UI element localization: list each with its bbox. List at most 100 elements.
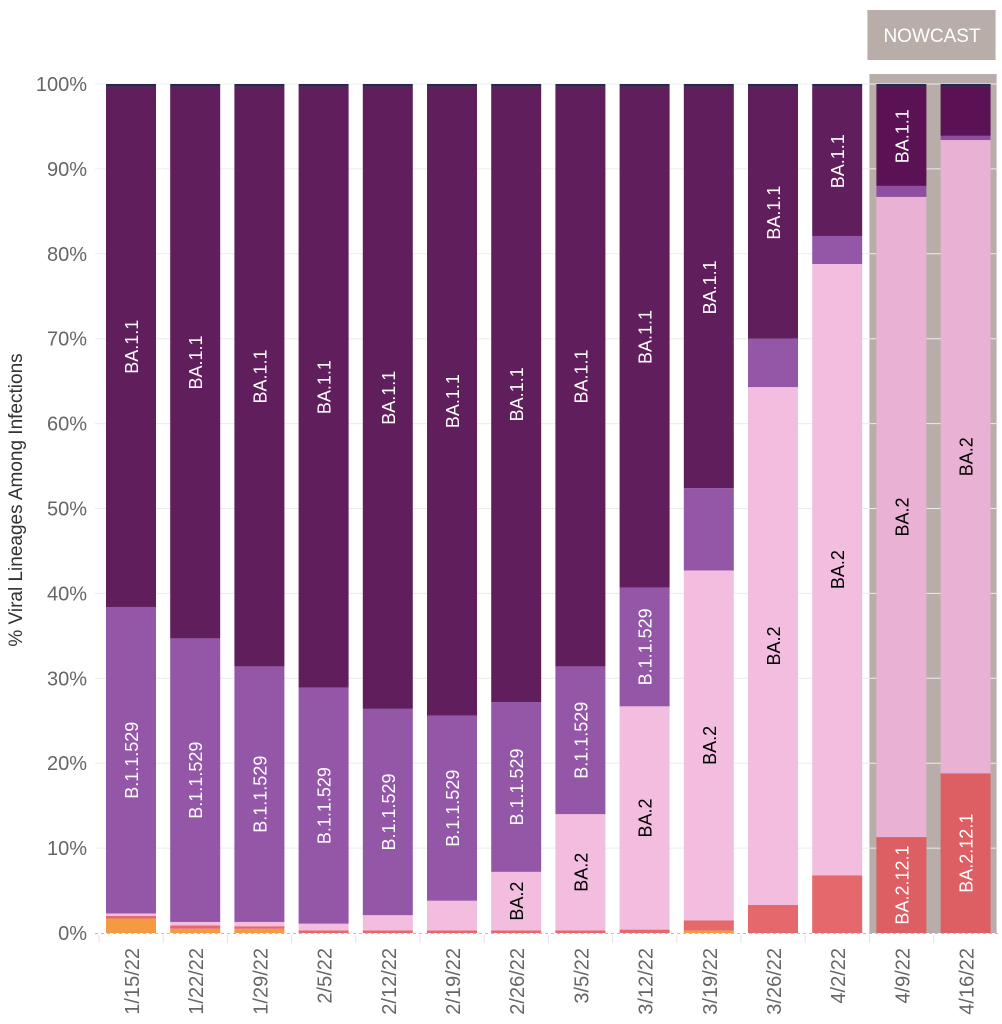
segment-label: BA.2 — [764, 627, 784, 666]
segment-label: BA.1.1 — [250, 349, 270, 403]
bar-segment — [683, 84, 734, 87]
bar-segment — [362, 84, 413, 87]
bar-segment — [812, 875, 863, 933]
segment-label: BA.2 — [507, 882, 527, 921]
bar-stack: BA.2.12.1 BA.2 BA.1.1 — [876, 84, 927, 933]
segment-label: BA.2 — [571, 853, 591, 892]
y-tick-label: 60% — [47, 414, 87, 436]
segment-label: B.1.1.529 — [122, 722, 142, 799]
segment-label: B.1.1.529 — [507, 748, 527, 825]
bar-segment — [298, 84, 349, 87]
bar-segment — [940, 84, 991, 87]
nowcast-label-box — [867, 10, 996, 60]
segment-label: BA.1.1 — [571, 349, 591, 403]
segment-label: B.1.1.529 — [379, 773, 399, 850]
bar-segment — [362, 86, 413, 709]
bar-segment — [876, 196, 927, 838]
bar-segment — [812, 84, 863, 87]
segment-label: BA.1.1 — [315, 360, 335, 414]
bar-segment — [812, 86, 863, 236]
bar-segment — [298, 687, 349, 924]
bar-segment — [106, 86, 156, 607]
x-axis-ticks: 1/15/22 1/22/22 1/29/22 2/5/22 2/12/22 2/19/2… — [98, 935, 979, 1015]
segment-label: BA.2 — [892, 497, 912, 536]
segment-label: BA.2 — [828, 550, 848, 589]
bar-segment — [876, 185, 927, 197]
x-tick-label: 2/19/22 — [443, 948, 465, 1015]
bar-stack: B.1.1.529 BA.1.1 — [170, 84, 221, 933]
x-tick-label: 3/26/22 — [764, 948, 786, 1015]
x-tick-label: 1/22/22 — [186, 948, 208, 1015]
bar-segment — [427, 930, 477, 933]
bar-stack: B.1.1.529 BA.1.1 — [234, 84, 285, 933]
x-tick-label: 2/26/22 — [507, 948, 529, 1015]
bar-segment — [234, 666, 285, 922]
bar-segment — [106, 916, 156, 919]
bar-segment — [170, 921, 221, 926]
segment-label: BA.2 — [700, 726, 720, 765]
bar-segment — [491, 702, 542, 872]
x-tick-label: 3/12/22 — [636, 948, 658, 1015]
bars: B.1.1.529 BA.1.1 B.1.1.529 BA.1.1 B.1.1.529 B… — [106, 84, 991, 933]
bar-segment — [234, 921, 285, 927]
bar-stack: BA.2 B.1.1.529 BA.1.1 — [619, 84, 670, 933]
bar-segment — [427, 86, 477, 716]
segment-label: BA.1.1 — [700, 260, 720, 314]
bar-stack: BA.2 B.1.1.529 BA.1.1 — [491, 84, 542, 933]
bar-segment — [876, 84, 927, 87]
segment-label: B.1.1.529 — [186, 742, 206, 819]
bar-segment — [683, 86, 734, 489]
x-tick-label: 1/29/22 — [250, 948, 272, 1015]
segment-label: BA.1.1 — [379, 371, 399, 425]
gridlines — [95, 83, 998, 934]
segment-label: BA.1.1 — [828, 134, 848, 188]
bar-stack: BA.2 BA.1.1 — [812, 84, 863, 933]
y-tick-label: 0% — [58, 923, 87, 945]
bar-segment — [683, 930, 734, 933]
segment-label: BA.2.12.1 — [892, 846, 912, 925]
bar-segment — [234, 926, 285, 929]
segment-label: B.1.1.529 — [636, 608, 656, 685]
segment-label: BA.2 — [636, 798, 656, 837]
bar-segment — [683, 488, 734, 571]
bar-segment — [683, 570, 734, 921]
bar-segment — [298, 930, 349, 933]
bar-segment — [491, 930, 542, 933]
bar-segment — [362, 930, 413, 933]
bar-segment — [619, 86, 670, 588]
bar-stack: BA.2 BA.1.1 — [683, 84, 734, 933]
x-tick-label: 2/12/22 — [379, 948, 401, 1015]
bar-segment — [234, 928, 285, 933]
segment-label: BA.2 — [957, 437, 977, 476]
bar-segment — [298, 86, 349, 688]
segment-label: B.1.1.529 — [443, 770, 463, 847]
x-tick-label: 4/9/22 — [892, 948, 914, 1004]
segment-label: BA.1.1 — [122, 320, 142, 374]
y-tick-label: 20% — [47, 753, 87, 775]
y-tick-label: 30% — [47, 668, 87, 690]
segment-label: BA.2.12.1 — [957, 814, 977, 893]
bar-segment — [170, 638, 221, 922]
bar-segment — [940, 86, 991, 136]
bar-stack: B.1.1.529 BA.1.1 — [362, 84, 413, 933]
bar-segment — [170, 86, 221, 639]
bar-segment — [427, 84, 477, 87]
y-tick-label: 50% — [47, 499, 87, 521]
bar-segment — [940, 140, 991, 774]
bar-stack: BA.2 BA.1.1 — [748, 84, 798, 933]
bar-segment — [362, 915, 413, 931]
bar-segment — [170, 928, 221, 933]
y-tick-label: 70% — [47, 329, 87, 351]
bar-stack: BA.2.12.1 BA.2 — [940, 84, 991, 933]
bar-segment — [555, 84, 606, 87]
bar-stack: B.1.1.529 BA.1.1 — [427, 84, 477, 933]
bar-segment — [427, 715, 477, 901]
bar-segment — [748, 338, 798, 388]
x-tick-label: 4/16/22 — [957, 948, 979, 1015]
bar-segment — [491, 84, 542, 87]
y-tick-label: 90% — [47, 159, 87, 181]
segment-label: BA.1.1 — [443, 374, 463, 428]
segment-label: B.1.1.529 — [571, 702, 591, 779]
bar-stack: B.1.1.529 BA.1.1 — [106, 84, 156, 933]
